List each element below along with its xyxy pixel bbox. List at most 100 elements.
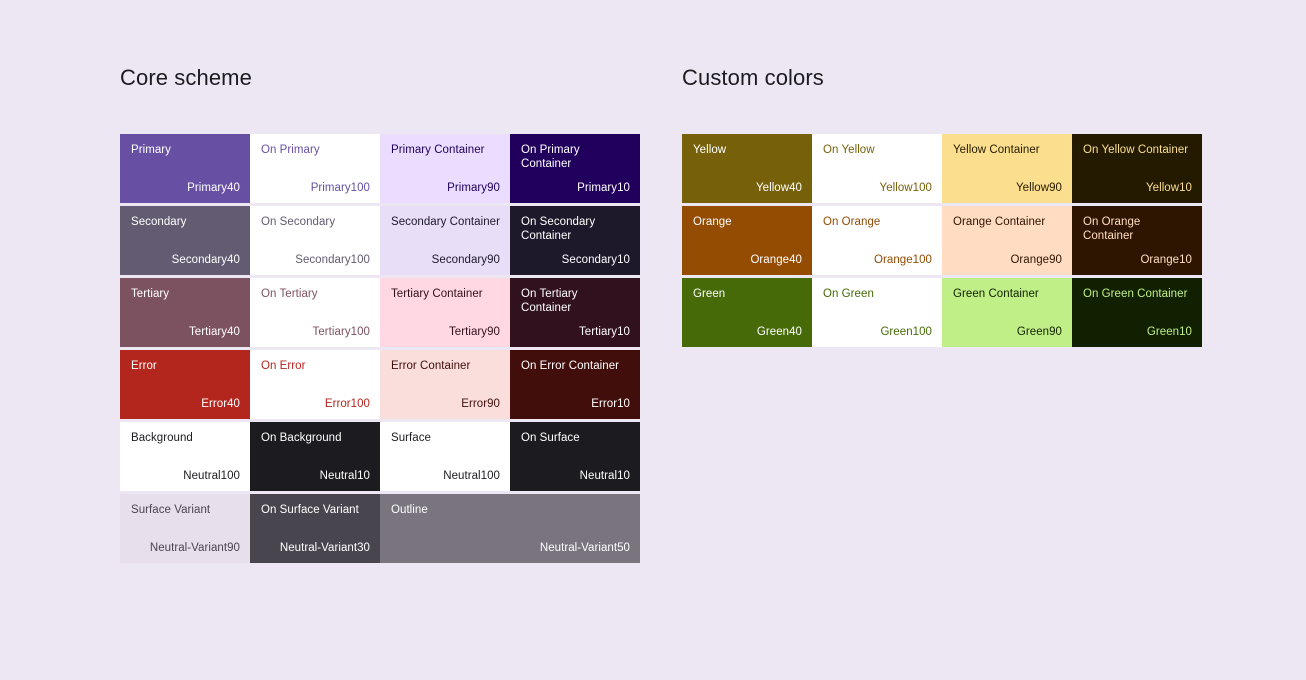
color-swatch[interactable]: On Surface Variant Neutral-Variant30 [250,494,380,563]
swatch-row-green-row: Green Green40 On Green Green100 Green Contai… [682,278,1202,347]
color-swatch[interactable]: Secondary Secondary40 [120,206,250,275]
swatch-tone-label: Secondary100 [295,254,370,266]
color-swatch[interactable]: On Secondary Secondary100 [250,206,380,275]
color-swatch[interactable]: Tertiary Tertiary40 [120,278,250,347]
color-swatch[interactable]: Orange Container Orange90 [942,206,1072,275]
swatch-tone-label: Green10 [1146,326,1192,338]
color-swatch[interactable]: Surface Variant Neutral-Variant90 [120,494,250,563]
color-swatch[interactable]: On Error Container Error10 [510,350,640,419]
swatch-tone-label: Orange100 [874,254,932,266]
swatch-role-label: Green Container [953,288,1039,300]
color-swatch[interactable]: Error Container Error90 [380,350,510,419]
swatch-role-label: Surface Variant [131,504,211,516]
swatch-role-label: On Yellow Container [1083,144,1189,156]
color-swatch[interactable]: On Tertiary Tertiary100 [250,278,380,347]
swatch-role-label: On Error Container [521,360,620,372]
swatch-row-error-row: Error Error40 On Error Error100 Error Contai… [120,350,640,419]
swatch-role-label: Primary [131,144,171,156]
color-swatch[interactable]: Error Error40 [120,350,250,419]
section-core-scheme: Core scheme Primary Primary40 On Primary Pri… [120,64,640,566]
color-swatch[interactable]: Secondary Container Secondary90 [380,206,510,275]
swatch-role-label: On Primary Container [521,144,580,170]
color-swatch[interactable]: Tertiary Container Tertiary90 [380,278,510,347]
swatch-role-label: On Primary [261,144,320,156]
swatch-role-label: Outline [391,504,428,516]
swatch-tone-label: Yellow100 [879,182,932,194]
color-swatch[interactable]: On Green Green100 [812,278,942,347]
color-swatch[interactable]: On Background Neutral10 [250,422,380,491]
swatch-tone-label: Primary100 [310,182,370,194]
swatch-row-orange-row: Orange Orange40 On Orange Orange100 Orange C… [682,206,1202,275]
swatch-tone-label: Green100 [880,326,932,338]
color-swatch[interactable]: Primary Primary40 [120,134,250,203]
swatch-tone-label: Error100 [324,398,370,410]
swatch-tone-label: Neutral-Variant50 [539,542,630,554]
swatch-role-label: Error [131,360,157,372]
color-swatch[interactable]: On Surface Neutral10 [510,422,640,491]
swatch-tone-label: Orange90 [1010,254,1062,266]
color-swatch[interactable]: On Orange Orange100 [812,206,942,275]
swatch-role-label: Secondary Container [391,216,500,228]
swatch-role-label: On Background [261,432,342,444]
swatch-role-label: On Orange [823,216,881,228]
swatch-grid: Yellow Yellow40 On Yellow Yellow100 Yellow C… [682,134,1202,347]
color-swatch[interactable]: Orange Orange40 [682,206,812,275]
swatch-role-label: Orange Container [953,216,1046,228]
swatch-tone-label: Yellow10 [1145,182,1192,194]
swatch-tone-label: Error10 [591,398,630,410]
color-swatch[interactable]: Yellow Container Yellow90 [942,134,1072,203]
swatch-role-label: Yellow [693,144,727,156]
color-swatch[interactable]: Outline Neutral-Variant50 [380,494,640,563]
swatch-row-primary-row: Primary Primary40 On Primary Primary100 Prim… [120,134,640,203]
swatch-tone-label: Tertiary100 [312,326,370,338]
swatch-tone-label: Tertiary40 [189,326,240,338]
swatch-tone-label: Neutral100 [443,470,500,482]
color-swatch[interactable]: Yellow Yellow40 [682,134,812,203]
color-swatch[interactable]: Background Neutral100 [120,422,250,491]
color-swatch[interactable]: Green Container Green90 [942,278,1072,347]
swatch-role-label: Secondary [131,216,187,228]
swatch-tone-label: Primary10 [577,182,630,194]
swatch-role-label: On Tertiary [261,288,318,300]
color-swatch[interactable]: On Error Error100 [250,350,380,419]
swatch-grid: Primary Primary40 On Primary Primary100 Prim… [120,134,640,563]
swatch-tone-label: Orange10 [1140,254,1192,266]
swatch-role-label: Tertiary Container [391,288,483,300]
color-swatch[interactable]: On Yellow Container Yellow10 [1072,134,1202,203]
swatch-tone-label: Secondary40 [171,254,240,266]
swatch-role-label: Error Container [391,360,471,372]
color-swatch[interactable]: On Orange Container Orange10 [1072,206,1202,275]
swatch-role-label: Tertiary [131,288,170,300]
color-swatch[interactable]: On Green Container Green10 [1072,278,1202,347]
swatch-tone-label: Yellow40 [755,182,802,194]
swatch-tone-label: Tertiary10 [579,326,630,338]
swatch-role-label: On Surface [521,432,580,444]
swatch-role-label: Yellow Container [953,144,1040,156]
swatch-role-label: Surface [391,432,431,444]
swatch-tone-label: Yellow90 [1015,182,1062,194]
swatch-tone-label: Neutral-Variant30 [279,542,370,554]
color-swatch[interactable]: Primary Container Primary90 [380,134,510,203]
swatch-role-label: On Surface Variant [261,504,359,516]
swatch-tone-label: Error40 [201,398,240,410]
swatch-tone-label: Primary90 [447,182,500,194]
color-swatch[interactable]: On Primary Primary100 [250,134,380,203]
swatch-tone-label: Secondary10 [561,254,630,266]
color-swatch[interactable]: On Tertiary Container Tertiary10 [510,278,640,347]
swatch-role-label: On Green [823,288,874,300]
color-swatch[interactable]: On Secondary Container Secondary10 [510,206,640,275]
swatch-tone-label: Neutral100 [183,470,240,482]
swatch-row-secondary-row: Secondary Secondary40 On Secondary Secondar… [120,206,640,275]
swatch-role-label: On Yellow [823,144,875,156]
swatch-row-tertiary-row: Tertiary Tertiary40 On Tertiary Tertiary100… [120,278,640,347]
color-swatch[interactable]: Surface Neutral100 [380,422,510,491]
color-swatch[interactable]: On Primary Container Primary10 [510,134,640,203]
swatch-role-label: On Orange Container [1083,216,1141,242]
swatch-role-label: On Secondary Container [521,216,596,242]
swatch-row-surface-variant-row: Surface Variant Neutral-Variant90 On Surfa… [120,494,640,563]
color-swatch[interactable]: On Yellow Yellow100 [812,134,942,203]
swatch-tone-label: Orange40 [750,254,802,266]
color-swatch[interactable]: Green Green40 [682,278,812,347]
swatch-role-label: On Secondary [261,216,336,228]
